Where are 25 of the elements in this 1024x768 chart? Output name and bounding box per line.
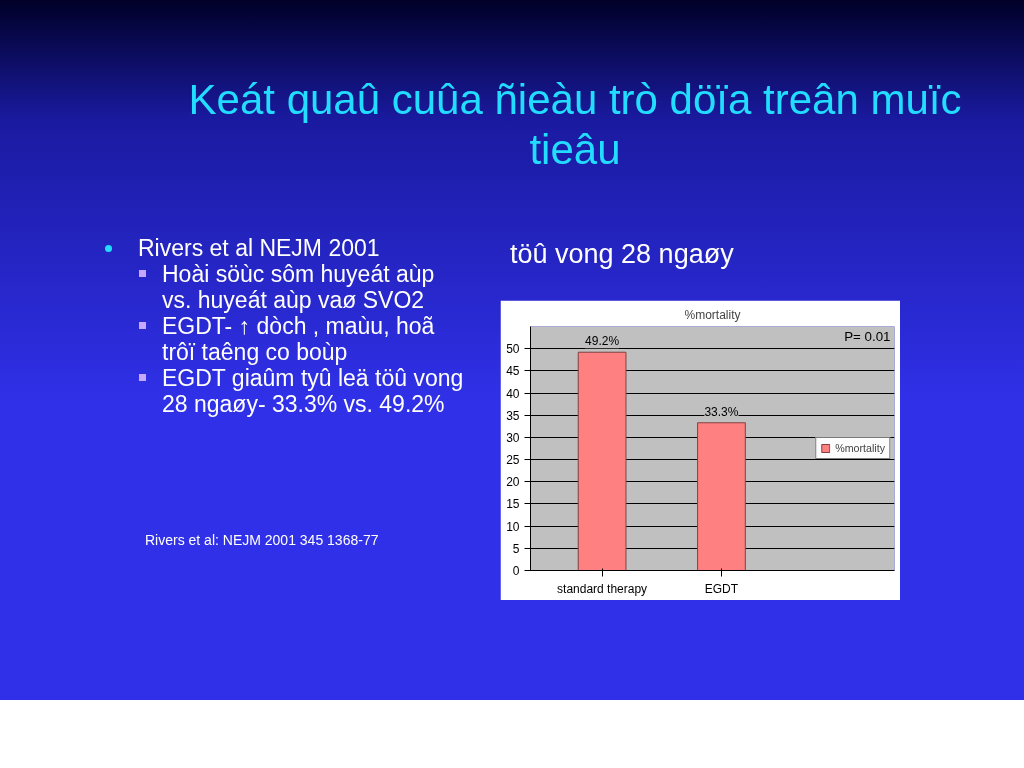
chart-subtitle: töû vong 28 ngaøy xyxy=(510,238,734,271)
legend-label: %mortality xyxy=(835,442,885,454)
y-tick-label: 40 xyxy=(506,386,520,401)
text: Rivers et al NEJM 2001 xyxy=(138,235,380,261)
text: Keát quaû cuûa ñieàu trò döïa treân muïc tieâu xyxy=(187,75,963,175)
text: EGDT- ↑ dòch , maùu, hoã trôï taêng co boùp xyxy=(162,313,436,365)
y-tick-label: 30 xyxy=(506,430,520,445)
y-tick-label: 5 xyxy=(512,541,520,556)
text: Rivers et al: NEJM 2001 345 1368-77 xyxy=(145,531,380,550)
text: Hoài söùc sôm huyeát aùp vs. huyeát aùp vaø SVO2 xyxy=(162,261,436,313)
text: P= 0.01 xyxy=(844,328,891,344)
data-label: 49.2% xyxy=(585,334,620,349)
y-tick-label: 25 xyxy=(506,453,520,468)
chart-title: %mortality xyxy=(684,307,741,322)
y-tick-label: 45 xyxy=(506,364,520,379)
y-tick-label: 20 xyxy=(506,475,520,490)
y-tick-label: 50 xyxy=(506,342,520,357)
y-tick-label: 0 xyxy=(512,564,520,578)
x-tick-label: EGDT xyxy=(704,581,739,596)
text: EGDT giaûm tyû leä töû vong 28 ngaøy- 33.3% vs. 49.2% xyxy=(162,365,465,417)
x-tick-label: standard therapy xyxy=(557,581,648,596)
y-tick-label: 10 xyxy=(506,519,520,534)
y-tick-label: 35 xyxy=(506,408,520,423)
y-tick-label: 15 xyxy=(506,497,520,512)
data-label: 33.3% xyxy=(704,404,739,419)
